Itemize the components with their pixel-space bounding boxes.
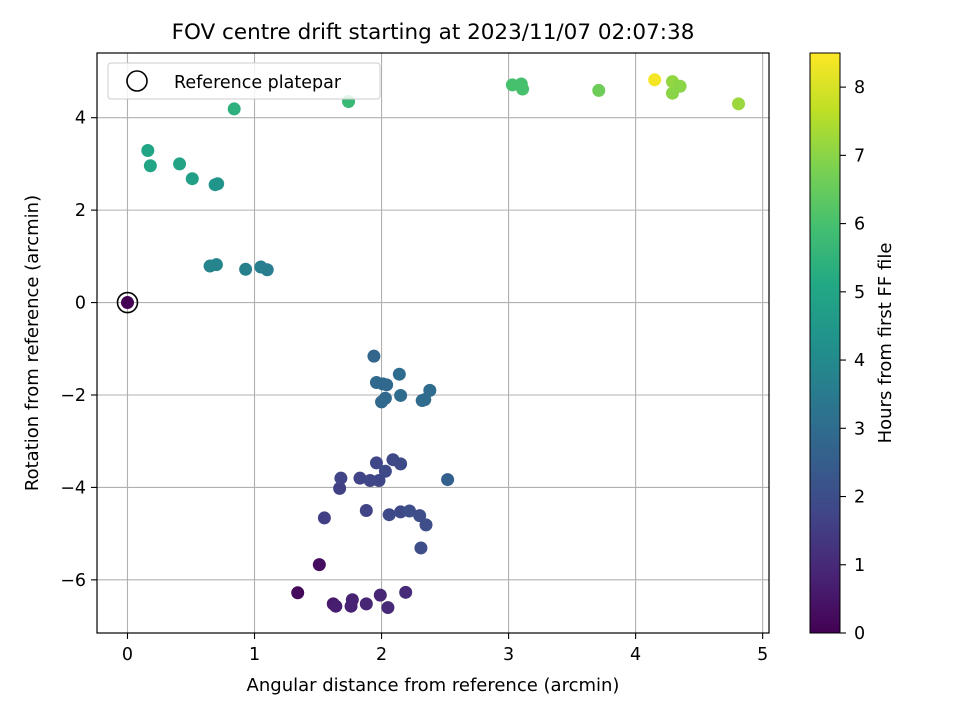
data-point — [382, 508, 396, 522]
x-tick-label: 5 — [757, 645, 768, 665]
data-point — [211, 177, 225, 191]
data-point — [345, 593, 359, 607]
x-tick-label: 1 — [249, 645, 260, 665]
y-tick-label: 0 — [75, 294, 86, 314]
data-point — [317, 511, 331, 525]
data-point — [359, 597, 373, 611]
chart-title: FOV centre drift starting at 2023/11/07 … — [172, 20, 695, 45]
data-point — [592, 83, 606, 97]
y-tick-label: −6 — [60, 571, 86, 591]
data-point — [392, 367, 406, 381]
y-tick-label: −4 — [60, 478, 86, 498]
data-point — [402, 504, 416, 518]
data-point — [394, 388, 408, 402]
colorbar-tick-label: 5 — [854, 283, 865, 303]
y-tick-label: 4 — [75, 109, 86, 129]
legend-reference-marker — [126, 70, 148, 92]
data-point — [380, 378, 394, 392]
data-point — [673, 79, 687, 93]
x-axis-label: Angular distance from reference (arcmin) — [247, 675, 620, 696]
y-axis-label: Rotation from reference (arcmin) — [22, 195, 43, 491]
data-point — [363, 473, 377, 487]
data-point — [173, 157, 187, 171]
scatter-points — [120, 73, 746, 615]
data-point — [353, 471, 367, 485]
data-point — [312, 558, 326, 572]
data-point — [239, 262, 253, 276]
data-point — [209, 258, 223, 272]
colorbar-tick-label: 8 — [854, 78, 865, 98]
data-point — [399, 585, 413, 599]
data-point — [143, 159, 157, 173]
data-point — [333, 481, 347, 495]
data-point — [381, 601, 395, 615]
colorbar-tick-label: 4 — [854, 351, 865, 371]
data-point — [120, 296, 134, 310]
colorbar-tick-label: 2 — [854, 488, 865, 508]
data-point — [441, 473, 455, 487]
colorbar-tick-label: 7 — [854, 146, 865, 166]
colorbar-tick-label: 6 — [854, 215, 865, 235]
data-point — [359, 504, 373, 518]
legend-entry-label: Reference platepar — [174, 73, 342, 93]
data-point — [185, 172, 199, 186]
x-axis-ticks: 0 1 2 3 4 5 — [122, 633, 768, 665]
colorbar — [809, 52, 841, 634]
data-point — [394, 457, 408, 471]
grid — [97, 53, 769, 633]
colorbar-tick-label: 3 — [854, 419, 865, 439]
y-tick-label: −2 — [60, 386, 86, 406]
data-point — [334, 471, 348, 485]
data-point — [291, 586, 305, 600]
reference-platepar-marker — [116, 291, 139, 314]
plot-frame — [96, 52, 770, 634]
data-point — [227, 102, 241, 116]
legend: Reference platepar — [107, 62, 381, 100]
data-point — [367, 349, 381, 363]
data-point — [373, 588, 387, 602]
reference-marker-layer — [116, 291, 139, 314]
data-point — [414, 541, 428, 555]
data-point — [369, 456, 383, 470]
data-point — [378, 464, 392, 478]
x-tick-label: 0 — [122, 645, 133, 665]
x-tick-label: 3 — [503, 645, 514, 665]
y-axis-ticks: −6 −4 −2 0 2 4 — [60, 109, 97, 591]
y-tick-label: 2 — [75, 201, 86, 221]
colorbar-tick-label: 1 — [854, 556, 865, 576]
data-point — [260, 263, 274, 277]
data-point — [648, 73, 662, 87]
legend-box — [107, 62, 381, 100]
data-point — [375, 395, 389, 409]
data-point — [516, 82, 530, 96]
data-point — [423, 383, 437, 397]
colorbar-ticks: 0 1 2 3 4 5 6 7 8 — [840, 78, 865, 644]
data-point — [413, 509, 427, 523]
x-tick-label: 2 — [376, 645, 387, 665]
data-point — [329, 599, 343, 613]
data-point — [141, 144, 155, 158]
data-point — [372, 473, 386, 487]
colorbar-tick-label: 0 — [854, 624, 865, 644]
colorbar-label: Hours from first FF file — [875, 243, 896, 444]
x-tick-label: 4 — [630, 645, 641, 665]
data-point — [419, 518, 433, 532]
data-point — [732, 97, 746, 111]
